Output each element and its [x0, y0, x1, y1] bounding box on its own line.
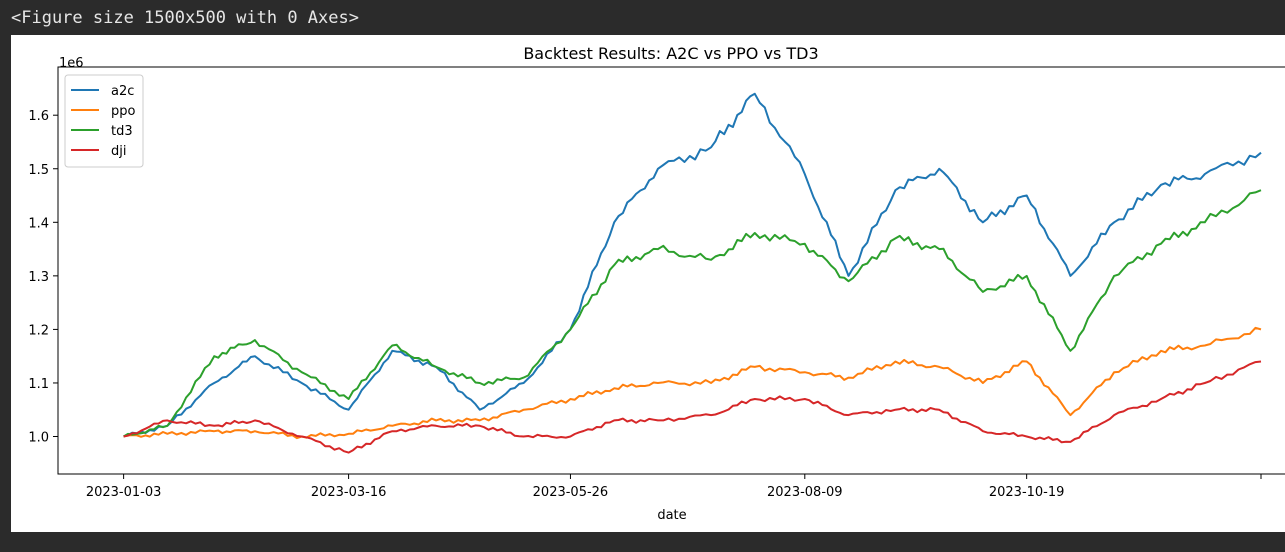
- legend-label-ppo: ppo: [111, 104, 136, 119]
- series-line-dji: [123, 360, 1262, 454]
- series-line-ppo: [123, 326, 1262, 440]
- chart-title: Backtest Results: A2C vs PPO vs TD3: [523, 44, 818, 63]
- x-tick-label: 2023-10-19: [989, 485, 1065, 500]
- line-chart: Backtest Results: A2C vs PPO vs TD3 1e6 …: [28, 44, 1285, 523]
- legend-label-dji: dji: [111, 144, 126, 159]
- y-axis: 1.0 1.1 1.2 1.3 1.4 1.5 1.6: [28, 109, 58, 446]
- legend-label-td3: td3: [111, 124, 133, 139]
- y-tick-label: 1.0: [28, 431, 49, 446]
- series-lines: [123, 92, 1262, 454]
- x-tick-label: 2023-01-03: [86, 485, 162, 500]
- y-tick-label: 1.3: [28, 270, 49, 285]
- legend: a2c ppo td3 dji: [64, 74, 144, 168]
- plot-frame: [57, 66, 1285, 475]
- output-header: <Figure size 1500x500 with 0 Axes>: [11, 8, 359, 28]
- y-offset-label: 1e6: [59, 56, 84, 71]
- y-tick-label: 1.1: [28, 377, 49, 392]
- series-line-a2c: [123, 92, 1262, 438]
- y-tick-label: 1.4: [28, 216, 49, 231]
- x-tick-label: 2023-03-16: [311, 485, 387, 500]
- y-tick-label: 1.2: [28, 323, 49, 338]
- x-tick-label: 2023-08-09: [767, 485, 843, 500]
- series-line-td3: [123, 189, 1262, 438]
- x-axis-label: date: [657, 508, 686, 523]
- x-tick-label: 2023-05-26: [533, 485, 609, 500]
- legend-label-a2c: a2c: [111, 84, 134, 99]
- figure: Backtest Results: A2C vs PPO vs TD3 1e6 …: [11, 35, 1285, 532]
- y-tick-label: 1.6: [28, 109, 49, 124]
- y-tick-label: 1.5: [28, 163, 49, 178]
- legend-box: [64, 74, 144, 168]
- x-axis: 2023-01-03 2023-03-16 2023-05-26 2023-08-09…: [86, 474, 1262, 500]
